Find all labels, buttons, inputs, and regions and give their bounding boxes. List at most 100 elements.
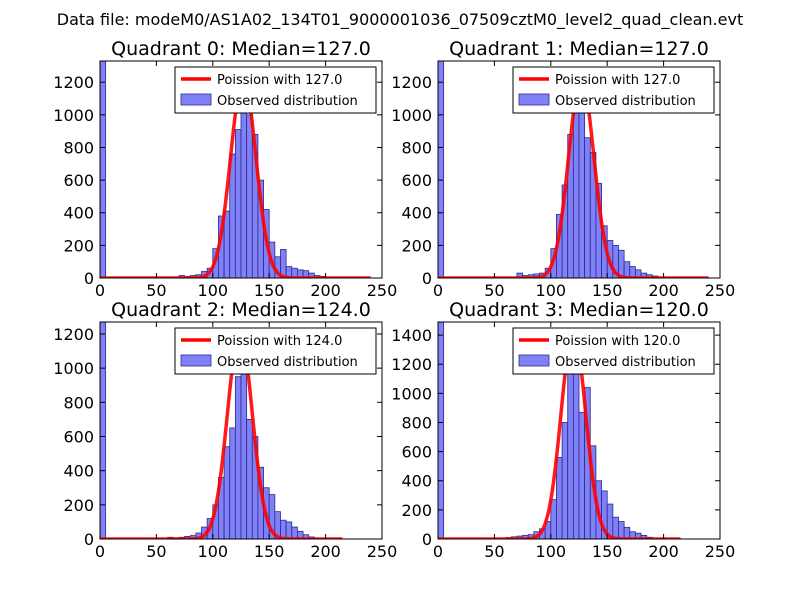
poisson-curve [438,330,681,539]
histogram-bar [246,418,253,539]
histogram-bar [572,101,580,278]
histogram-bar [556,457,563,539]
histogram-bar [234,129,242,278]
x-tick-label: 0 [433,542,443,561]
legend-label-poisson: Poission with 124.0 [217,334,342,349]
x-tick-label: 50 [146,281,166,300]
y-tick-label: 600 [401,171,432,190]
x-tick-label: 200 [310,281,341,300]
y-tick-label: 200 [401,236,432,255]
histogram-bar [550,499,557,539]
histogram-bar [100,322,107,539]
histogram-bar [618,521,625,539]
legend-bar-swatch [180,93,212,106]
y-tick-label: 200 [401,501,432,520]
histogram-bar [234,376,242,539]
x-tick-label: 200 [648,542,679,561]
y-tick-label: 1200 [391,73,432,92]
histogram-bar [561,422,569,539]
x-tick-label: 100 [198,542,229,561]
histogram-bars [100,322,315,539]
legend-label-observed: Observed distribution [555,355,696,370]
x-tick-label: 100 [536,281,567,300]
x-tick-label: 200 [310,542,341,561]
histogram-bar [584,137,591,278]
y-tick-label: 1200 [391,355,432,374]
x-tick-label: 250 [705,281,736,300]
y-tick-label: 1000 [391,384,432,403]
histogram-bar [567,371,574,539]
histogram-bar [246,114,253,278]
y-tick-label: 0 [84,269,94,288]
y-tick-label: 1200 [53,73,94,92]
axes-frame [437,60,721,279]
histogram-bar [438,322,445,539]
chart-title: Quadrant 1: Median=127.0 [449,38,709,60]
y-tick-label: 1000 [391,106,432,125]
legend-label-observed: Observed distribution [217,355,358,370]
x-tick-label: 0 [95,281,105,300]
x-tick-label: 150 [592,281,623,300]
axes-frame [99,60,383,279]
histogram-bar [572,356,580,539]
axes-frame [99,321,383,540]
histogram-bar [438,61,445,278]
histogram-bar [578,411,586,539]
y-tick-label: 600 [63,427,94,446]
chart-title: Quadrant 2: Median=124.0 [111,299,371,321]
poisson-curve [100,332,343,539]
x-tick-label: 150 [254,542,285,561]
y-tick-label: 1000 [53,106,94,125]
legend-label-observed: Observed distribution [555,94,696,109]
y-tick-label: 800 [63,138,94,157]
histogram-bar [223,446,231,539]
axes-frame [437,321,721,540]
chart-title: Quadrant 3: Median=120.0 [449,299,709,321]
y-tick-label: 800 [63,393,94,412]
legend: Poission with 124.0 Observed distribution [174,327,377,375]
legend-bar-swatch [180,354,212,367]
legend: Poission with 127.0 Observed distribution [174,66,377,114]
x-tick-label: 150 [254,281,285,300]
legend: Poission with 127.0 Observed distribution [512,66,715,114]
quadrant-3-chart: Quadrant 3: Median=120.0 0 50 100 150 200 250 0… [391,299,735,561]
x-tick-label: 0 [433,281,443,300]
x-tick-label: 150 [592,542,623,561]
legend-label-poisson: Poission with 127.0 [555,73,680,88]
x-tick-label: 100 [198,281,229,300]
x-tick-label: 100 [536,542,567,561]
y-tick-label: 200 [63,236,94,255]
x-tick-label: 50 [484,542,504,561]
poisson-curve [100,77,371,278]
y-tick-label: 800 [401,138,432,157]
chart-title: Quadrant 0: Median=127.0 [111,38,371,60]
y-tick-label: 1200 [53,325,94,344]
x-tick-label: 50 [146,542,166,561]
histogram-bar [285,521,293,539]
x-tick-label: 200 [648,281,679,300]
x-tick-label: 250 [367,542,398,561]
y-tick-label: 0 [422,530,432,549]
histogram-bar [100,61,107,278]
histogram-bar [240,94,248,278]
y-tick-label: 400 [63,204,94,223]
y-tick-label: 400 [401,472,432,491]
legend-label-poisson: Poission with 120.0 [555,334,680,349]
x-tick-label: 0 [95,542,105,561]
y-tick-label: 400 [401,204,432,223]
y-tick-label: 0 [84,530,94,549]
histogram-bar [280,519,287,539]
y-tick-label: 400 [63,462,94,481]
x-tick-label: 50 [484,281,504,300]
histogram-bar [578,85,586,278]
histogram-bar [229,427,236,539]
histogram-bar [240,350,248,539]
legend: Poission with 120.0 Observed distribution [512,327,715,375]
y-tick-label: 0 [422,269,432,288]
x-tick-label: 250 [705,542,736,561]
histogram-bar [280,249,287,278]
y-tick-label: 600 [401,443,432,462]
legend-bar-swatch [518,93,550,106]
y-tick-label: 1000 [53,359,94,378]
